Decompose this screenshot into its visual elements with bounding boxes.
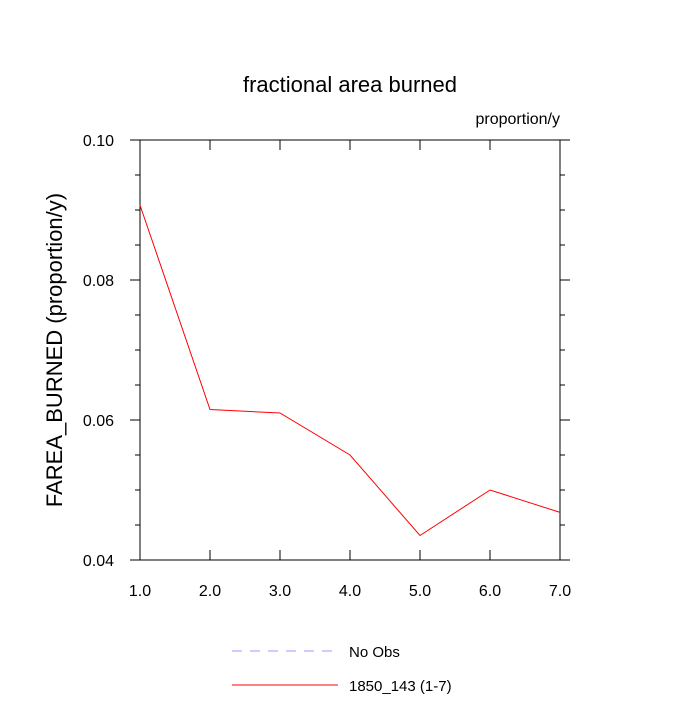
x-tick-label: 3.0 xyxy=(269,583,291,600)
x-tick-label: 2.0 xyxy=(199,583,221,600)
legend-label: 1850_143 (1-7) xyxy=(349,678,452,695)
plot-frame xyxy=(139,139,561,561)
axis-ticks xyxy=(130,139,570,561)
chart-title: fractional area burned xyxy=(243,72,457,97)
x-tick-label: 4.0 xyxy=(339,583,361,600)
units-label: proportion/y xyxy=(476,111,561,128)
x-tick-label: 7.0 xyxy=(549,583,571,600)
series-line-1 xyxy=(139,204,561,537)
series-layer xyxy=(139,204,561,537)
y-tick-label: 0.04 xyxy=(83,553,114,570)
x-tick-label: 5.0 xyxy=(409,583,431,600)
tick-labels: 1.0 2.0 3.0 4.0 5.0 6.0 7.0 0.04 0.06 0.08 0.10 xyxy=(83,133,571,600)
y-tick-label: 0.08 xyxy=(83,273,114,290)
legend: No Obs 1850_143 (1-7) xyxy=(232,644,452,695)
y-axis-label: FAREA_BURNED (proportion/y) xyxy=(42,193,67,507)
x-tick-label: 1.0 xyxy=(129,583,151,600)
x-tick-label: 6.0 xyxy=(479,583,501,600)
y-tick-label: 0.10 xyxy=(83,133,114,150)
legend-label: No Obs xyxy=(349,644,400,661)
y-tick-label: 0.06 xyxy=(83,413,114,430)
